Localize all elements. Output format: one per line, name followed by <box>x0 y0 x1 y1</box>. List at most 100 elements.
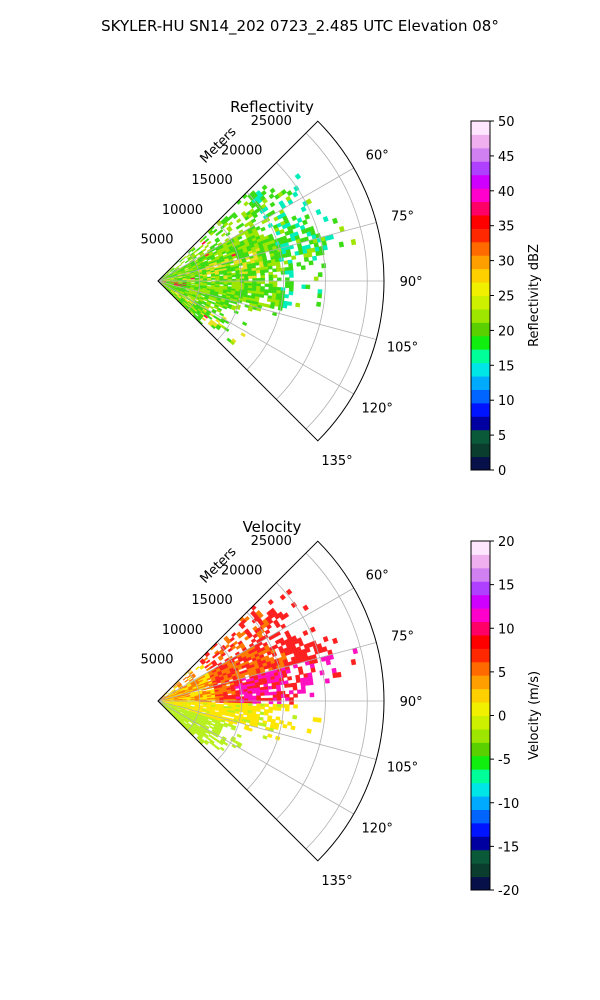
radar-cell <box>235 306 241 311</box>
radar-cell <box>207 315 213 320</box>
radar-cell <box>296 217 303 224</box>
radar-cell <box>267 685 273 690</box>
radar-cell <box>255 270 261 274</box>
colorbar-step <box>471 782 490 797</box>
theta-tick-label: 135° <box>321 874 352 889</box>
radar-cell <box>268 274 274 279</box>
radar-cell <box>252 213 259 219</box>
radar-cell <box>268 697 274 702</box>
colorbar-step <box>471 349 490 364</box>
radar-cell <box>279 593 287 601</box>
radar-cell <box>227 276 233 280</box>
radar-cell <box>268 706 274 711</box>
radar-cell <box>201 316 207 322</box>
radar-cell <box>248 275 253 279</box>
radar-cell <box>257 612 264 619</box>
radar-cell <box>304 680 310 686</box>
colorbar-tick-label: -5 <box>498 753 511 768</box>
radar-cell <box>272 280 278 285</box>
radar-cell <box>302 219 308 226</box>
radar-cell <box>237 235 243 241</box>
radar-cell <box>227 696 233 700</box>
colorbar-step <box>471 121 490 135</box>
radar-cell <box>282 673 288 679</box>
radar-cell <box>298 670 304 676</box>
colorbar-tick-label: 25 <box>498 290 515 305</box>
theta-tick-label: 60° <box>366 568 389 583</box>
radar-cell <box>202 235 208 241</box>
radar-cell <box>264 269 269 273</box>
colorbar-step <box>471 728 490 743</box>
radar-cell <box>292 191 299 198</box>
radar-cell <box>276 287 282 291</box>
radar-cell <box>290 725 296 731</box>
colorbar-step <box>471 376 490 390</box>
radar-cell <box>336 671 342 678</box>
colorbar-tick-label: 40 <box>498 185 515 200</box>
radar-cell <box>272 274 278 279</box>
colorbar-step <box>471 648 490 663</box>
radar-cell <box>266 718 272 723</box>
radar-cell <box>268 193 275 200</box>
radar-cell <box>268 280 274 285</box>
radar-cell <box>291 215 298 222</box>
radar-cell <box>218 741 224 746</box>
radar-cell <box>247 307 253 312</box>
radar-cell <box>300 206 307 213</box>
radar-cell <box>190 282 196 285</box>
radar-cell <box>264 703 270 708</box>
colorbar-tick-label: -10 <box>498 797 519 812</box>
radar-cell <box>188 678 194 682</box>
radar-cell <box>259 711 265 716</box>
radar-cell <box>299 677 305 683</box>
colorbar-step <box>471 416 490 431</box>
radar-cell <box>229 340 235 346</box>
radar-cell <box>214 708 220 711</box>
colorbar-tick-label: 50 <box>498 115 515 130</box>
radar-cell <box>288 683 294 688</box>
radar-cell <box>307 676 314 682</box>
radar-cell <box>260 272 265 276</box>
colorbar-step <box>471 389 490 404</box>
radar-cell <box>276 697 282 702</box>
radar-cell <box>256 703 261 707</box>
radar-cell <box>268 691 274 696</box>
colorbar-label: Reflectivity dBZ <box>527 244 542 347</box>
colorbar-step <box>471 755 490 770</box>
colorbar-step <box>471 876 490 891</box>
radar-cell <box>273 725 279 731</box>
radar-cell <box>272 694 278 699</box>
radar-cell <box>231 274 237 278</box>
radar-cell <box>261 722 267 728</box>
theta-tick-label: 90° <box>400 275 423 290</box>
radial-tick-label: 20000 <box>221 564 262 579</box>
radar-cell <box>289 700 294 705</box>
radar-cell <box>224 327 230 333</box>
radar-cell <box>239 691 245 695</box>
colorbar-step <box>471 796 490 810</box>
radar-cell <box>255 708 261 712</box>
radar-cell <box>260 280 266 285</box>
radar-cell <box>268 286 274 291</box>
radar-cell <box>291 255 297 261</box>
radar-cell <box>224 643 231 649</box>
radar-cell <box>271 262 277 267</box>
radar-cell <box>263 711 269 716</box>
colorbar-step <box>471 147 490 162</box>
radar-cell <box>264 629 271 635</box>
radar-cell <box>264 697 270 702</box>
radar-cell <box>269 201 276 208</box>
theta-tick-label: 105° <box>387 341 418 356</box>
radar-cell <box>251 690 257 694</box>
radar-cell <box>322 244 328 251</box>
colorbar-tick-label: -20 <box>498 884 519 899</box>
radar-cell <box>276 700 282 705</box>
radar-cell <box>190 703 196 706</box>
radar-cell <box>293 704 298 709</box>
radar-cell <box>272 697 278 702</box>
colorbar: -20 -15 -10 -5 0 5 10 15 20 Velocity (m/s) <box>470 535 542 899</box>
radar-cell <box>302 604 309 612</box>
radar-cell <box>306 728 312 734</box>
colorbar-tick-label: -15 <box>498 840 519 855</box>
